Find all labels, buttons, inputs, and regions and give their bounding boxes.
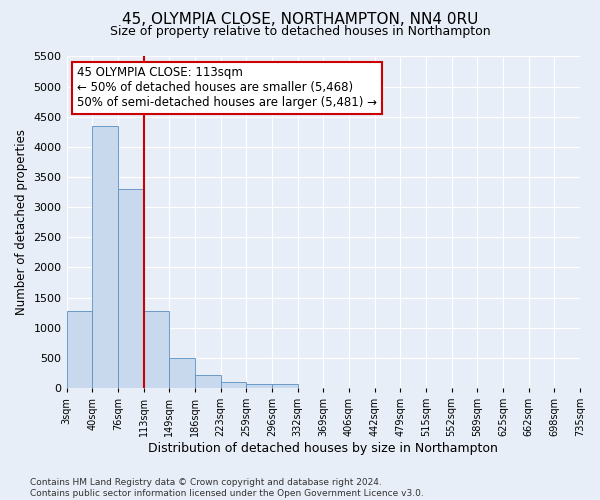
Bar bbox=[143, 311, 169, 388]
Bar bbox=[195, 375, 221, 388]
Bar bbox=[272, 384, 298, 388]
Bar bbox=[169, 358, 195, 388]
Bar bbox=[92, 126, 118, 388]
Bar bbox=[246, 384, 272, 388]
Y-axis label: Number of detached properties: Number of detached properties bbox=[15, 129, 28, 315]
Text: Contains HM Land Registry data © Crown copyright and database right 2024.
Contai: Contains HM Land Registry data © Crown c… bbox=[30, 478, 424, 498]
Bar bbox=[118, 189, 143, 388]
Text: Size of property relative to detached houses in Northampton: Size of property relative to detached ho… bbox=[110, 25, 490, 38]
Text: 45 OLYMPIA CLOSE: 113sqm
← 50% of detached houses are smaller (5,468)
50% of sem: 45 OLYMPIA CLOSE: 113sqm ← 50% of detach… bbox=[77, 66, 377, 110]
Bar bbox=[221, 382, 246, 388]
X-axis label: Distribution of detached houses by size in Northampton: Distribution of detached houses by size … bbox=[148, 442, 498, 455]
Text: 45, OLYMPIA CLOSE, NORTHAMPTON, NN4 0RU: 45, OLYMPIA CLOSE, NORTHAMPTON, NN4 0RU bbox=[122, 12, 478, 28]
Bar bbox=[67, 312, 92, 388]
